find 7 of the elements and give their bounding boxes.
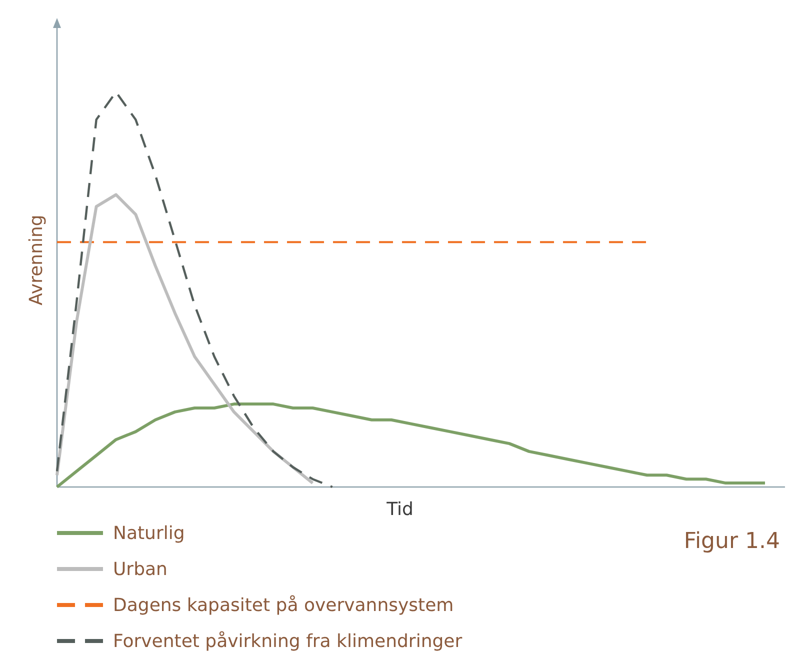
x-axis-title: Tid <box>386 499 414 520</box>
y-axis-title: Avrenning <box>26 214 47 306</box>
legend-label: Naturlig <box>113 523 185 544</box>
legend-label: Urban <box>113 559 168 580</box>
legend-label: Forventet påvirkning fra klimendringer <box>113 631 463 652</box>
text: Figur 1.4 <box>684 529 780 554</box>
legend-label: Dagens kapasitet på overvannsystem <box>113 595 454 616</box>
